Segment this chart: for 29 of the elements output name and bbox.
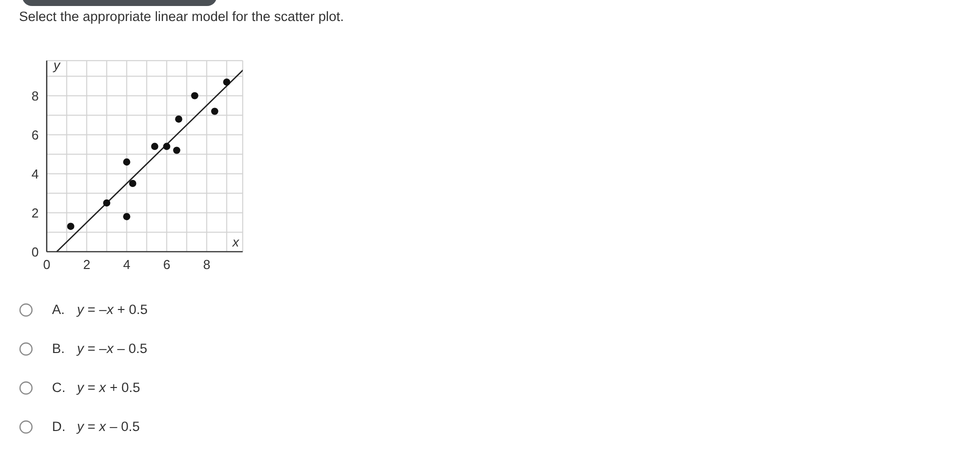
y-axis-title: y: [52, 58, 62, 73]
text: C. y = x + 0.5: [52, 380, 140, 396]
y-tick-label: 0: [31, 244, 39, 260]
y-tick-label: 2: [31, 205, 39, 220]
point: [67, 222, 74, 230]
point: [175, 116, 182, 123]
text: D. y = x – 0.5: [52, 419, 140, 435]
point: [129, 180, 136, 188]
chart-title: Select the appropriate linear model for the scatter plot.: [19, 9, 344, 25]
y-tick-label: 6: [31, 127, 39, 142]
point: [123, 213, 130, 220]
x-tick-label: 4: [123, 256, 130, 272]
x-tick-label: 8: [203, 256, 210, 272]
point: [211, 108, 218, 115]
point: [163, 142, 170, 150]
point: [191, 92, 198, 100]
x-tick-label: 6: [163, 256, 170, 272]
point: [151, 142, 158, 150]
x-tick-label: 0: [43, 256, 50, 272]
x-axis-title: x: [231, 234, 240, 250]
point: [173, 146, 180, 154]
point: [123, 158, 130, 166]
text: A. y = –x + 0.5: [52, 302, 148, 317]
y-tick-label: 4: [31, 166, 39, 182]
y-tick-label: 8: [31, 88, 39, 104]
text: B. y = –x – 0.5: [52, 341, 148, 356]
x-tick-label: 2: [83, 256, 90, 272]
point: [223, 78, 230, 86]
point: [103, 199, 110, 207]
